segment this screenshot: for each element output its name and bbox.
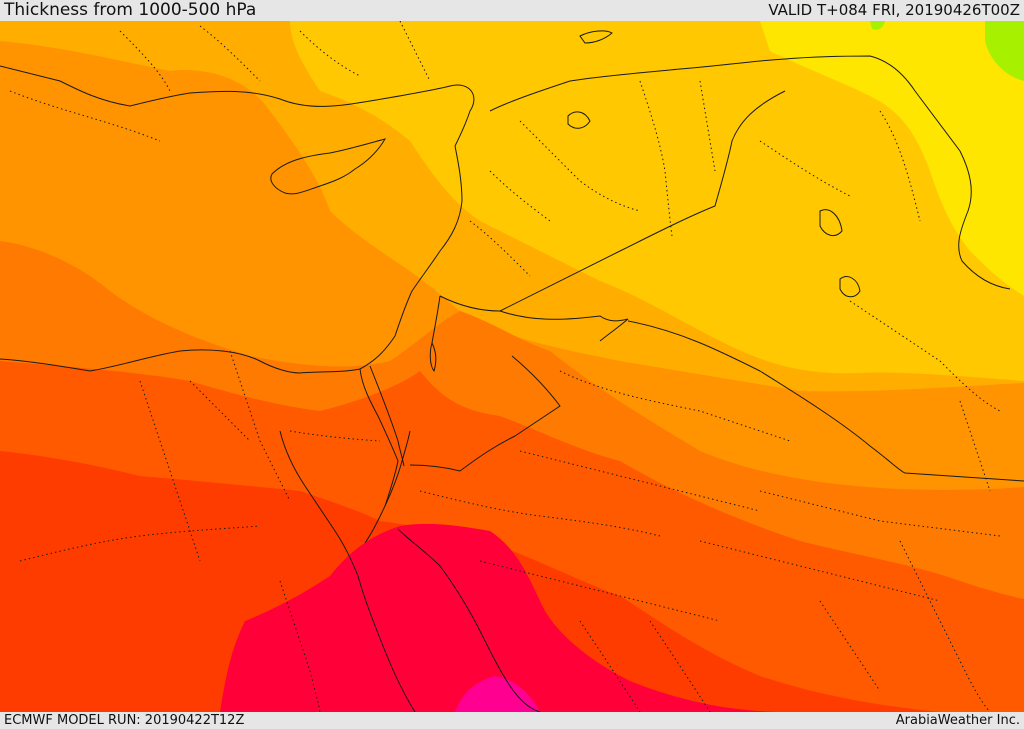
band-magenta	[455, 676, 540, 712]
valid-time: VALID T+084 FRI, 20190426T00Z	[768, 1, 1020, 19]
province-line	[419, 490, 661, 537]
thickness-map[interactable]	[0, 21, 1024, 712]
province-line	[199, 25, 261, 82]
coast-gulf-qatar	[819, 209, 843, 237]
province-line	[139, 380, 201, 562]
province-line	[579, 620, 641, 712]
lake-tharthar	[567, 111, 591, 129]
border-iraq-jordan-saudi	[499, 90, 786, 312]
credit: ArabiaWeather Inc.	[895, 713, 1020, 728]
coast-sinai-west	[279, 430, 359, 577]
country-borders	[369, 55, 1024, 482]
province-line	[229, 350, 291, 502]
coast-aqaba	[384, 430, 411, 507]
province-line	[559, 370, 791, 442]
coastlines	[0, 30, 861, 712]
lake-van	[579, 30, 613, 44]
band-lime	[985, 21, 1024, 81]
province-line	[879, 110, 921, 222]
map-canvas	[0, 21, 1024, 712]
province-line	[819, 600, 881, 692]
band-crimson	[220, 523, 780, 712]
coast-gulf-suez	[359, 368, 399, 544]
province-line	[959, 400, 991, 492]
coast-turkey	[0, 65, 475, 147]
province-line	[119, 30, 171, 92]
province-line	[279, 580, 321, 712]
border-egypt-sudan	[369, 365, 405, 467]
province-borders	[9, 21, 1001, 712]
province-line	[849, 300, 1001, 412]
province-line	[9, 90, 161, 142]
header-bar: Thickness from 1000-500 hPa VALID T+084 …	[0, 0, 1024, 21]
border-jordan-israel	[431, 295, 441, 344]
province-line	[289, 430, 381, 442]
coast-gulf-bahrain	[839, 276, 861, 298]
model-run: ECMWF MODEL RUN: 20190422T12Z	[4, 713, 245, 728]
province-line	[19, 525, 261, 562]
band-lime-small	[870, 21, 885, 30]
band-gold	[290, 21, 1024, 381]
dead-sea	[429, 341, 437, 373]
border-iran-iraq	[784, 55, 1011, 290]
province-line	[649, 620, 711, 712]
province-line	[899, 540, 991, 712]
band-yellow	[760, 21, 1024, 296]
footer-bar: ECMWF MODEL RUN: 20190422T12Z ArabiaWeat…	[0, 712, 1024, 729]
province-line	[699, 80, 716, 172]
border-jordan-saudi	[439, 295, 629, 342]
coast-redsea-west	[357, 575, 416, 712]
border-saudi-iraq	[627, 320, 1024, 482]
border-saudi-jordan-south	[409, 355, 561, 472]
border-syria-iraq	[489, 58, 786, 112]
province-line	[299, 30, 361, 77]
coast-egypt	[0, 349, 301, 374]
province-line	[759, 490, 1001, 537]
province-line	[469, 220, 531, 277]
coast-redsea-east	[397, 528, 541, 712]
map-title: Thickness from 1000-500 hPa	[4, 0, 257, 20]
province-line	[759, 140, 851, 197]
coast-cyprus	[270, 138, 387, 195]
